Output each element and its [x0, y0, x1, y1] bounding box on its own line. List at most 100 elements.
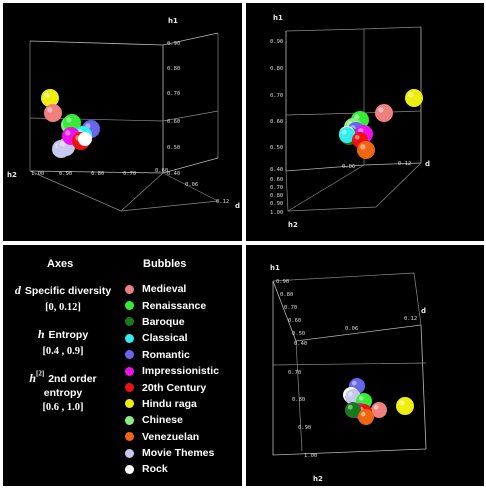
view2-h1-tick: 0.40 [270, 167, 283, 173]
bubble-swatch [125, 464, 134, 474]
view2-h2-tick: 0.70 [270, 185, 283, 191]
view1-h1-tick: 0.80 [167, 66, 180, 72]
legend-item-hindu-raga: Hindu raga [125, 396, 219, 412]
view1-h1-tick: 0.60 [167, 119, 180, 125]
bubble-highlight [341, 129, 347, 135]
view2-h1-tick: 0.50 [270, 145, 283, 151]
view2-bubbles [339, 89, 423, 159]
bubble-rock [78, 132, 92, 146]
view3-h2-tick: 1.00 [304, 453, 317, 459]
bubble-swatch [125, 432, 134, 442]
view2-h1-label: h1 [273, 14, 283, 22]
view3-h1-tick: 0.40 [294, 341, 307, 347]
legend-label: Hindu raga [142, 397, 197, 410]
view1-h2-tick: 0.90 [59, 171, 72, 177]
axis-h2-entry: h[2] 2nd order entropy [0.6 , 1.0] [11, 369, 115, 413]
bubble-view-1[interactable]: h1 h2 d 0.90 0.80 0.70 0.60 0.50 0.40 1.… [3, 3, 242, 241]
bubble-venezuelan [357, 141, 375, 159]
legend-item-venezuelan: Venezuelan [125, 429, 219, 445]
view1-bubbles [41, 89, 100, 158]
bubble-highlight [47, 107, 53, 113]
bubble-highlight [360, 144, 366, 150]
legend-item-baroque: Baroque [125, 314, 219, 330]
legend-label: Venezuelan [142, 430, 200, 443]
bubble-medieval [371, 402, 387, 418]
bubble-baroque [345, 402, 361, 418]
view2-h2-tick: 0.80 [270, 193, 283, 199]
axis-h2-symbol: h [29, 371, 37, 385]
bubble-highlight [44, 92, 50, 98]
bubble-swatch [125, 301, 134, 311]
axis-h2-range: [0.6 , 1.0] [42, 402, 84, 413]
bubble-highlight [66, 117, 72, 123]
bubble-highlight [65, 130, 71, 136]
bubble-view-3[interactable]: h1 h2 d 0.90 0.80 0.70 0.60 0.50 0.40 0.… [246, 245, 484, 486]
legend-label: Romantic [142, 348, 190, 361]
view1-h1-tick: 0.40 [167, 171, 180, 177]
axis-d-symbol: d [14, 283, 21, 297]
view3-h1-tick: 0.60 [288, 318, 301, 324]
legend-panel: Axes Bubbles d Specific diversity [0, 0.… [3, 245, 242, 486]
bubble-swatch [125, 399, 134, 409]
view3-d-tick: 0.12 [404, 316, 417, 322]
bubble-hindu-raga [405, 89, 423, 107]
view3-plot: h1 h2 d 0.90 0.80 0.70 0.60 0.50 0.40 0.… [270, 264, 427, 483]
bubble-swatch [125, 284, 134, 294]
view2-h2-label: h2 [288, 221, 298, 229]
bubble-highlight [358, 395, 364, 401]
legend-item-impressionistic: Impressionistic [125, 363, 219, 379]
legend-item-20th-century: 20th Century [125, 379, 219, 395]
view3-h1-tick: 0.90 [276, 279, 289, 285]
view1-h1-tick: 0.50 [167, 145, 180, 151]
view2-d-tick: 0.12 [398, 161, 411, 167]
legend-item-movie-themes: Movie Themes [125, 445, 219, 461]
axis-h2-name-line2: entropy [43, 387, 83, 399]
legend-item-chinese: Chinese [125, 412, 219, 428]
view3-h1-tick: 0.50 [292, 331, 305, 337]
view1-d-tick: 0.06 [185, 182, 198, 188]
bubble-swatch [125, 448, 134, 458]
view2-plot: h1 h2 d 0.90 0.80 0.70 0.60 0.50 0.40 0.… [270, 14, 430, 229]
legend-label: Impressionistic [142, 365, 220, 378]
view2-h2-tick: 0.60 [270, 177, 283, 183]
view3-box [272, 272, 427, 456]
bubble-medieval [375, 104, 393, 122]
view3-d-tick: 0.06 [345, 326, 358, 332]
view1-h1-label: h1 [168, 17, 178, 25]
axis-d-name: Specific diversity [24, 285, 112, 297]
view1-h2-label: h2 [7, 171, 17, 179]
bubble-highlight [80, 134, 85, 139]
legend-label: Baroque [142, 315, 185, 328]
axis-h-symbol: h [37, 327, 45, 341]
view3-h2-label: h2 [313, 475, 323, 483]
axis-h-entry: h Entropy [0.4 , 0.9] [11, 325, 115, 357]
view3-h1-tick: 0.80 [280, 292, 293, 298]
view1-h1-tick: 0.90 [167, 41, 180, 47]
bubble-renaissance [63, 114, 81, 132]
bubble-highlight [60, 141, 66, 147]
bubble-hindu-raga [396, 397, 414, 415]
bubble-highlight [378, 107, 384, 113]
view2-h2-tick: 0.90 [270, 201, 283, 207]
bubble-classical [339, 127, 355, 143]
legend-label: Rock [142, 463, 168, 476]
legend-item-renaissance: Renaissance [125, 297, 219, 313]
bubble-highlight [347, 404, 353, 410]
view1-h2-tick: 0.60 [155, 168, 168, 174]
legend-label: Movie Themes [142, 447, 215, 460]
view1-d-label: d [235, 202, 240, 210]
view3-d-label: d [421, 307, 426, 315]
bubble-highlight [360, 411, 366, 417]
bubble-hindu-raga [41, 89, 59, 107]
axis-h2-superscript: [2] [36, 369, 45, 378]
axis-h-name: Entropy [48, 329, 89, 341]
view3-h1-label: h1 [270, 264, 280, 272]
view2-box [285, 26, 422, 212]
view1-h2-tick: 0.80 [91, 171, 104, 177]
bubble-view-2[interactable]: h1 h2 d 0.90 0.80 0.70 0.60 0.50 0.40 0.… [246, 3, 484, 241]
bubble-highlight [354, 114, 360, 120]
view3-bubbles [343, 378, 414, 425]
view3-h2-tick: 0.70 [288, 370, 301, 376]
view2-d-label: d [425, 160, 430, 168]
view3-h1-tick: 0.70 [284, 305, 297, 311]
